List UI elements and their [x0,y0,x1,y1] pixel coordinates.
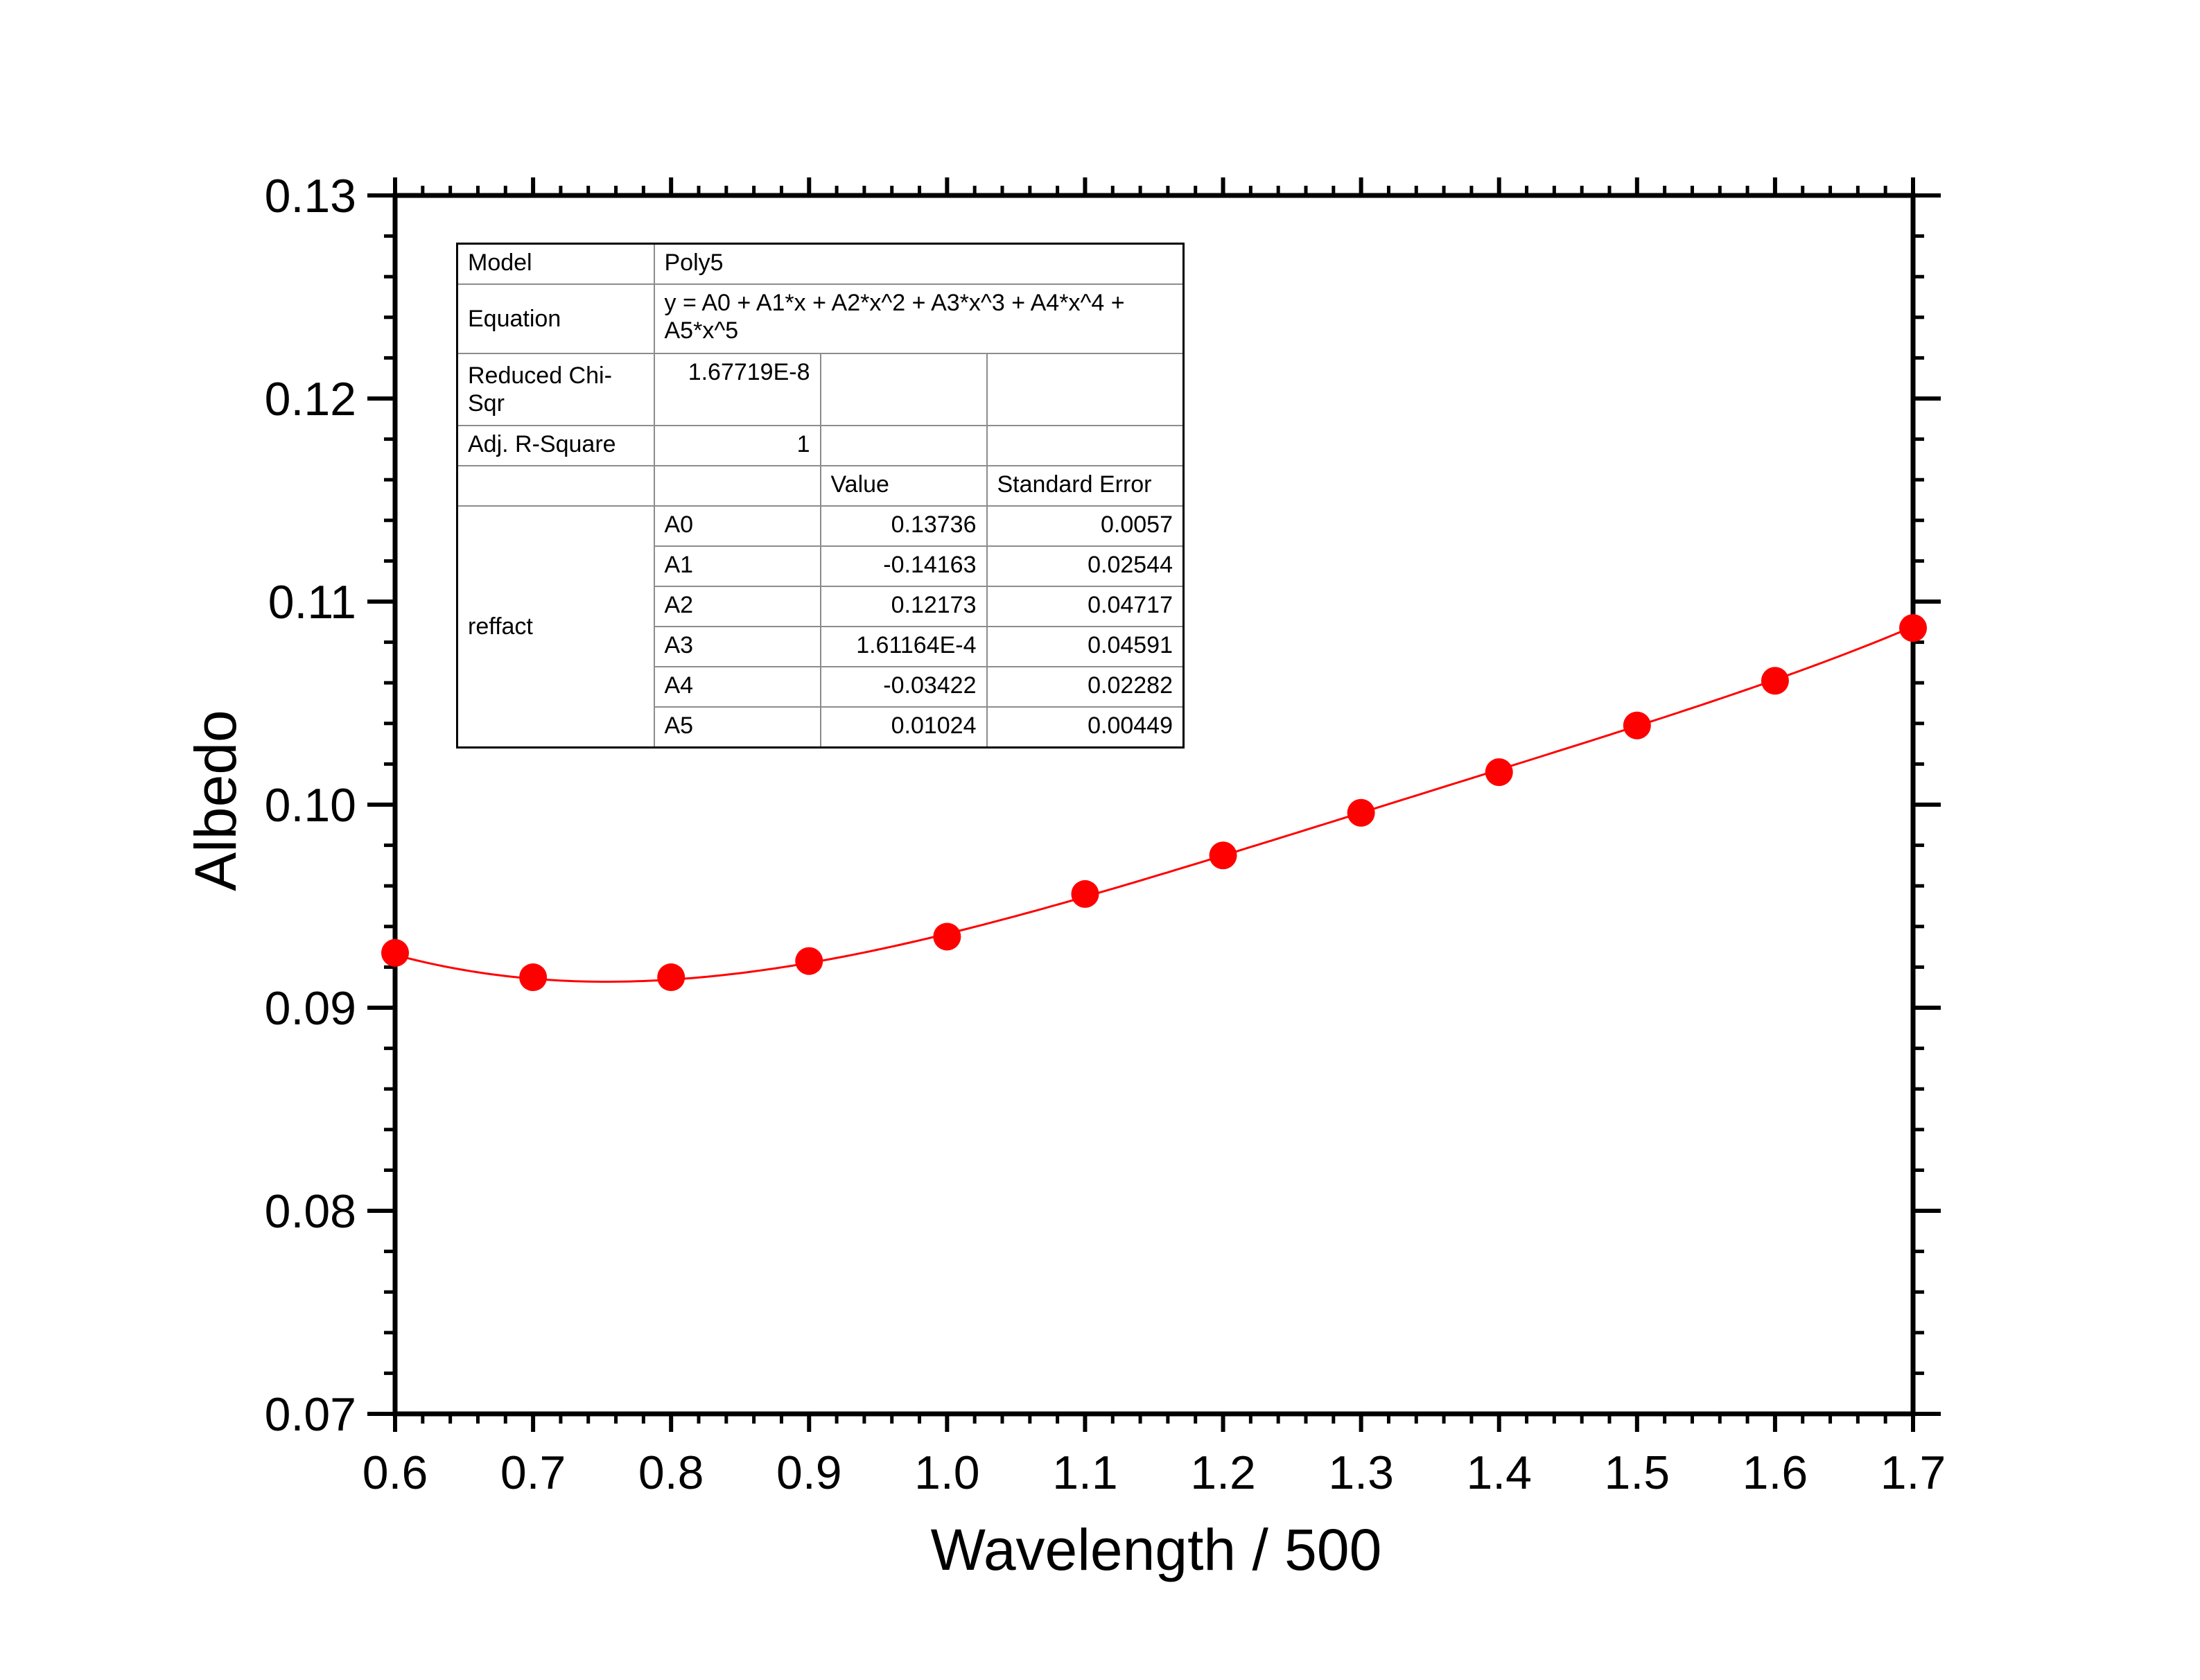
r2-value: 1 [653,425,821,466]
table-row: A3 1.61164E-4 0.04591 [457,626,1185,667]
x-tick-label: 0.7 [500,1446,566,1499]
y-tick-label: 0.12 [265,373,356,426]
x-tick-label: 1.0 [914,1446,980,1499]
data-point [933,922,961,951]
param-error: 0.00449 [986,706,1185,749]
data-points [381,614,1927,992]
empty-cell [819,425,988,466]
error-header: Standard Error [986,465,1185,507]
x-tick-label: 1.7 [1880,1446,1946,1499]
table-row: Equation y = A0 + A1*x + A2*x^2 + A3*x^3… [456,283,1185,354]
param-name: A1 [653,545,821,587]
equation-label: Equation [456,283,655,354]
table-row: A4 -0.03422 0.02282 [457,666,1185,708]
param-name: A4 [653,666,821,708]
x-tick-label: 0.8 [638,1446,704,1499]
y-tick-label: 0.13 [265,170,356,222]
table-row: Adj. R-Square 1 [456,425,1185,466]
x-tick-label: 1.2 [1190,1446,1256,1499]
param-error: 0.0057 [986,505,1185,547]
y-tick-label: 0.10 [265,779,356,832]
model-label: Model [456,243,655,285]
param-value: 0.01024 [819,706,988,749]
chi-label: Reduced Chi-Sqr [456,353,655,426]
data-point [519,963,548,992]
param-value: 0.12173 [819,586,988,627]
x-tick-label: 1.1 [1052,1446,1118,1499]
data-point [381,938,409,967]
table-row: A2 0.12173 0.04717 [457,586,1185,627]
chi-value: 1.67719E-8 [653,353,821,426]
data-point [1761,667,1789,695]
param-error: 0.04717 [986,586,1185,627]
data-point [1209,841,1237,870]
table-row: A1 -0.14163 0.02544 [457,545,1185,587]
empty-cell [819,353,988,426]
empty-cell [653,465,821,507]
data-point [1071,880,1099,908]
empty-cell [456,465,655,507]
tick-labels: 0.6 0.7 0.8 0.9 1.0 1.1 1.2 1.3 1.4 1.5 1.6 1.7 0.07… [265,170,1946,1499]
fit-curve [394,625,1914,983]
y-axis-title: Albedo [183,710,248,891]
param-name: A2 [653,586,821,627]
param-error: 0.04591 [986,626,1185,667]
param-name: A5 [653,706,821,749]
param-name: A3 [653,626,821,667]
r2-label: Adj. R-Square [456,425,655,466]
value-header: Value [819,465,988,507]
param-value: 1.61164E-4 [819,626,988,667]
model-value: Poly5 [653,243,1185,285]
y-tick-label: 0.07 [265,1388,356,1441]
param-value: -0.14163 [819,545,988,587]
equation-value: y = A0 + A1*x + A2*x^2 + A3*x^3 + A4*x^4… [653,283,1185,354]
param-error: 0.02282 [986,666,1185,708]
x-tick-label: 1.5 [1605,1446,1670,1499]
empty-cell [986,353,1185,426]
y-tick-label: 0.09 [265,982,356,1035]
y-tick-label: 0.11 [268,576,356,629]
data-point [795,947,823,975]
table-row: Value Standard Error [456,465,1185,507]
data-point [1485,758,1513,787]
data-point [1899,614,1927,642]
x-tick-label: 0.9 [776,1446,842,1499]
data-point [1623,711,1651,740]
param-value: -0.03422 [819,666,988,708]
table-row: reffact A0 0.13736 0.0057 [456,505,1185,749]
param-value: 0.13736 [819,505,988,547]
plot-frame [392,193,1916,1417]
fit-results-table: Model Poly5 Equation y = A0 + A1*x + A2*… [456,243,1185,749]
table-row: A5 0.01024 0.00449 [457,706,1185,749]
x-tick-label: 1.6 [1743,1446,1808,1499]
table-row: Model Poly5 [456,243,1185,285]
empty-cell [986,425,1185,466]
param-error: 0.02544 [986,545,1185,587]
data-point [657,963,686,992]
x-tick-label: 1.4 [1466,1446,1532,1499]
table-row: Reduced Chi-Sqr 1.67719E-8 [456,353,1185,426]
data-point [1347,798,1375,827]
group-label: reffact [456,505,655,749]
x-tick-label: 1.3 [1328,1446,1394,1499]
y-tick-label: 0.08 [265,1185,356,1238]
x-tick-label: 0.6 [363,1446,428,1499]
x-axis-title: Wavelength / 500 [931,1517,1382,1582]
param-name: A0 [653,505,821,547]
